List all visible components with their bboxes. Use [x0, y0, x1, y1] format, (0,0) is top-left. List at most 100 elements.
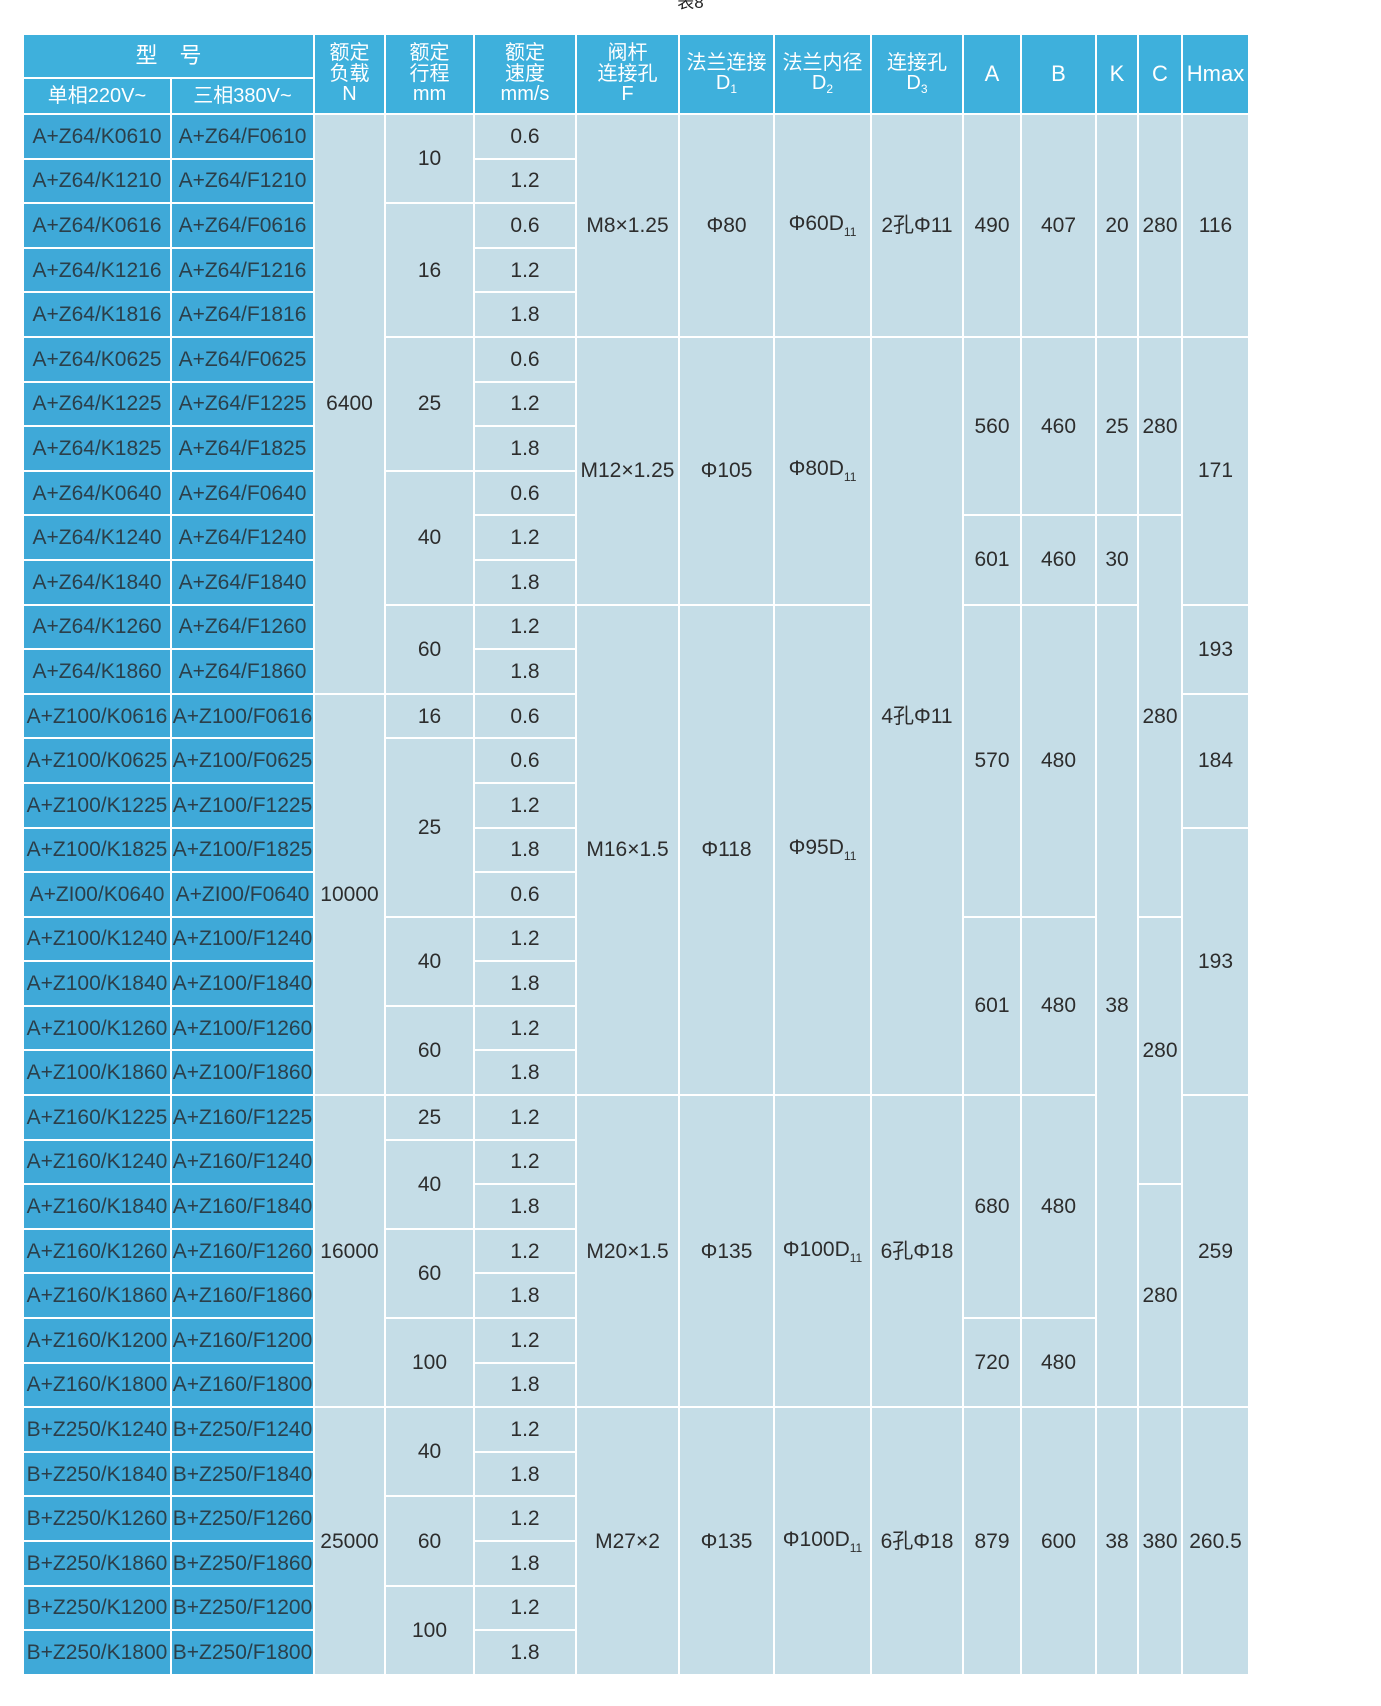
header-three-phase: 三相380V~ [170, 77, 315, 115]
speed-cell: 1.2 [473, 1495, 577, 1542]
hole-cell: 6孔Φ18 [870, 1406, 964, 1676]
model-three-cell: A+Z64/F1816 [170, 291, 315, 338]
table-row: B+Z250/K1260 B+Z250/F1260 60 1.2 [22, 1495, 1249, 1587]
model-single-cell: A+Z64/K1816 [22, 291, 172, 338]
speed-cell: 0.6 [473, 113, 577, 160]
model-single-cell: A+Z64/K1260 [22, 603, 172, 651]
flange-cell: Φ135 [678, 1094, 775, 1409]
table-row: A+Z64/K0625 A+Z64/F0625 25 0.6 M12×1.25 … [22, 335, 1250, 1097]
table-row: B+Z250/K1840 B+Z250/F1840 1.8 [22, 1450, 1249, 1498]
model-single-cell: B+Z250/K1860 [22, 1540, 172, 1587]
k-cell: 38 [1095, 603, 1139, 1409]
stroke-cell: 10 [384, 112, 475, 205]
table-row: A+Z100/K0616 A+Z100/F0616 10000 16 0.6 1… [22, 692, 1250, 1097]
speed-cell: 1.8 [473, 1450, 577, 1498]
table-row: A+Z100/K1860 A+Z100/F1860 1.8 [22, 1049, 1249, 1097]
model-three-cell: A+Z64/F1225 [170, 380, 315, 428]
stroke-cell: 25 [384, 737, 475, 918]
speed-cell: 0.6 [473, 737, 577, 784]
load-cell: 16000 [313, 1094, 386, 1409]
model-three-cell: A+Z64/F1240 [170, 514, 315, 561]
table-row: A+Z64/K0610 A+Z64/F0610 6400 10 0.6 M8×1… [22, 112, 1250, 695]
table-row: A+Z64/K1240 A+Z64/F1240 1.2 601 460 30 2… [22, 514, 1249, 918]
model-three-cell: A+Z160/F1240 [170, 1138, 315, 1186]
model-single-cell: A+Z64/K1840 [22, 558, 172, 606]
hmax-cell: 171 [1181, 335, 1250, 606]
model-single-cell: A+Z64/K0625 [22, 335, 172, 383]
stroke-cell: 60 [384, 1227, 475, 1320]
table-row: A+Z100/K1840 A+Z100/F1840 1.8 [22, 960, 1249, 1007]
speed-cell: 1.8 [473, 1272, 577, 1320]
stroke-cell: 16 [384, 202, 475, 338]
table-row: A+Z160/K1240 A+Z160/F1240 40 1.2 [22, 1138, 1249, 1230]
speed-cell: 1.8 [473, 1049, 577, 1097]
hole-cell: 4孔Φ11 [870, 335, 964, 1097]
model-three-cell: B+Z250/F1860 [170, 1540, 315, 1587]
table-caption: 表8 [677, 0, 704, 12]
model-single-cell: B+Z250/K1200 [22, 1584, 172, 1632]
stem-cell: M27×2 [575, 1406, 680, 1676]
b-cell: 480 [1020, 1317, 1097, 1409]
load-cell: 25000 [313, 1406, 386, 1676]
speed-cell: 0.6 [473, 871, 577, 918]
table-row: A+ZI00/K0640 A+ZI00/F0640 0.6 [22, 871, 1249, 918]
model-three-cell: B+Z250/F1260 [170, 1495, 315, 1542]
table-row: A+Z64/K1210 A+Z64/F1210 1.2 [22, 157, 1249, 205]
stroke-cell: 25 [384, 335, 475, 472]
c-cell: 380 [1137, 1406, 1183, 1676]
flange-cell: Φ135 [678, 1406, 775, 1676]
stroke-cell: 60 [384, 1004, 475, 1097]
k-cell: 30 [1095, 514, 1139, 606]
speed-cell: 1.2 [473, 246, 577, 294]
model-three-cell: A+Z64/F1825 [170, 425, 315, 472]
table-row: A+Z100/K0625 A+Z100/F0625 25 0.6 [22, 737, 1249, 918]
model-three-cell: A+Z100/F0616 [170, 692, 315, 740]
table-row: A+Z64/K1840 A+Z64/F1840 1.8 [22, 558, 1249, 606]
hmax-cell: 116 [1181, 113, 1250, 338]
model-single-cell: A+Z64/K0610 [22, 113, 172, 160]
header-flange-inner: 法兰内径 D2 [773, 33, 872, 115]
table-row: A+Z160/K1860 A+Z160/F1860 1.8 [22, 1272, 1249, 1320]
model-single-cell: A+Z64/K1225 [22, 380, 172, 428]
c-cell: 280 [1137, 335, 1183, 517]
speed-cell: 1.2 [473, 603, 577, 651]
model-three-cell: A+Z160/F1200 [170, 1317, 315, 1364]
model-three-cell: A+Z100/F1825 [170, 826, 315, 874]
hmax-cell: 193 [1181, 826, 1250, 1097]
speed-cell: 1.2 [473, 1138, 577, 1186]
table-row: A+Z100/K1225 A+Z100/F1225 1.2 [22, 781, 1249, 829]
model-three-cell: A+Z64/F0625 [170, 335, 315, 383]
speed-cell: 1.8 [473, 960, 577, 1007]
speed-cell: 1.8 [473, 291, 577, 338]
model-single-cell: A+Z100/K1860 [22, 1049, 172, 1097]
b-cell: 407 [1020, 113, 1097, 338]
header-stem: 阀杆 连接孔 F [575, 33, 680, 115]
model-single-cell: A+Z64/K0640 [22, 469, 172, 517]
header-flange: 法兰连接 D1 [678, 33, 775, 115]
speed-cell: 0.6 [473, 469, 577, 517]
spec-table: 型 号 额定 负载 N 额定 行程 mm 额定 速度 mm/s 阀杆 连接孔 F 法兰连接 D1 … [22, 33, 1250, 1676]
table-row: A+Z160/K1260 A+Z160/F1260 60 1.2 [22, 1227, 1249, 1320]
model-three-cell: A+ZI00/F0640 [170, 871, 315, 918]
stroke-cell: 40 [384, 1406, 475, 1498]
speed-cell: 1.2 [473, 1094, 577, 1141]
model-single-cell: B+Z250/K1240 [22, 1406, 172, 1453]
speed-cell: 1.2 [473, 781, 577, 829]
flange-cell: Φ118 [678, 603, 775, 1097]
table-row: A+Z64/K1260 A+Z64/F1260 60 1.2 M16×1.5 Φ… [22, 603, 1250, 1409]
flange-inner-cell: Φ80D11 [773, 335, 872, 606]
model-three-cell: A+Z160/F1225 [170, 1094, 315, 1141]
table-row: B+Z250/K1240 B+Z250/F1240 25000 40 1.2 M… [22, 1406, 1250, 1676]
model-single-cell: A+Z160/K1800 [22, 1361, 172, 1409]
model-single-cell: A+Z100/K1260 [22, 1004, 172, 1052]
table-row: B+Z250/K1800 B+Z250/F1800 1.8 [22, 1629, 1249, 1676]
a-cell: 601 [962, 514, 1022, 606]
hmax-cell: 193 [1181, 603, 1250, 695]
model-single-cell: A+Z64/K1240 [22, 514, 172, 561]
table-row: A+Z64/K1825 A+Z64/F1825 1.8 [22, 425, 1249, 472]
hmax-cell: 260.5 [1181, 1406, 1250, 1676]
table-row: A+Z160/K1840 A+Z160/F1840 1.8 280 [22, 1183, 1249, 1409]
b-cell: 480 [1020, 603, 1097, 918]
table-row: B+Z250/K1860 B+Z250/F1860 1.8 [22, 1540, 1249, 1587]
load-cell: 10000 [313, 692, 386, 1097]
